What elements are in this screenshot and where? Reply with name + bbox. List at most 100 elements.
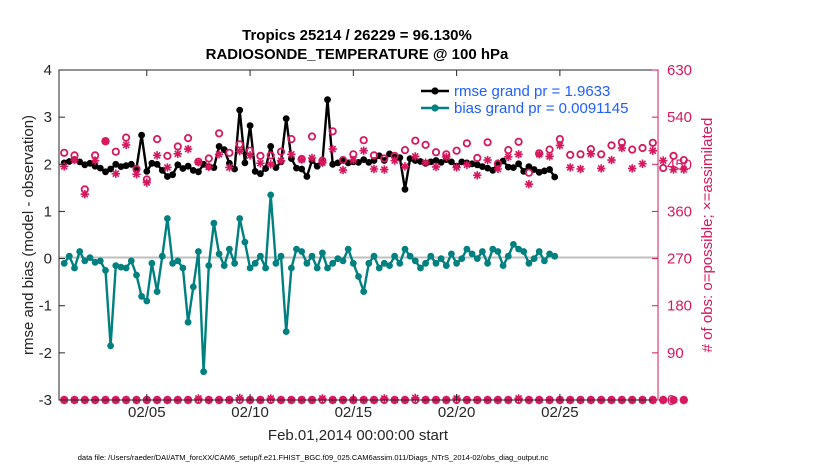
y-right-tick-label-6: 540 bbox=[667, 109, 692, 126]
bias-point-26 bbox=[195, 248, 202, 255]
rmse-point-23 bbox=[179, 165, 187, 172]
y-axis-right-ticks: 0 90 180 270 360 450 540 630 bbox=[652, 62, 692, 409]
obs-assimilated-marker-53 bbox=[607, 155, 616, 165]
obs-assimilated-marker-4 bbox=[101, 137, 110, 146]
bias-point-71 bbox=[427, 252, 435, 260]
obs-assimilated-marker-18 bbox=[245, 151, 255, 160]
rmse-point-41 bbox=[272, 164, 280, 172]
rmse-point-26 bbox=[195, 168, 202, 176]
rmse-point-72 bbox=[432, 157, 440, 164]
obs-assimilated-marker-34 bbox=[411, 152, 420, 161]
bias-point-30 bbox=[215, 250, 223, 258]
obs-assimilated-marker-30 bbox=[369, 164, 379, 174]
bias-point-39 bbox=[262, 264, 269, 272]
rmse-point-25 bbox=[189, 167, 197, 174]
obs-possible-marker-31 bbox=[380, 154, 389, 163]
bias-point-35 bbox=[241, 238, 249, 246]
rmse-point-4 bbox=[81, 161, 89, 169]
bias-point-86 bbox=[504, 252, 512, 260]
bias-point-61 bbox=[375, 264, 383, 272]
rmse-point-75 bbox=[448, 158, 455, 166]
obs-assimilated-marker-28 bbox=[349, 155, 358, 165]
bias-point-0 bbox=[60, 259, 68, 267]
rmse-point-20 bbox=[164, 173, 171, 180]
obs-assimilated-marker-20 bbox=[266, 160, 275, 169]
bias-point-52 bbox=[329, 259, 337, 267]
bias-point-93 bbox=[541, 257, 548, 265]
obs-possible-marker-33 bbox=[400, 146, 410, 155]
rmse-point-17 bbox=[148, 159, 156, 167]
obs-assimilated-marker-44 bbox=[514, 150, 523, 159]
bias-point-42 bbox=[277, 252, 285, 260]
obs-assimilated-marker-27 bbox=[338, 165, 348, 175]
y-right-tick-label-7: 630 bbox=[667, 62, 692, 79]
obs-assimilated-marker-3 bbox=[90, 156, 100, 165]
rmse-point-45 bbox=[293, 164, 300, 172]
rmse-point-81 bbox=[479, 163, 486, 171]
bias-point-46 bbox=[298, 248, 306, 255]
obs-bottom-assimilated-marker-31 bbox=[380, 394, 389, 403]
y-right-tick-label-4: 360 bbox=[667, 203, 692, 220]
rmse-point-43 bbox=[282, 115, 290, 122]
obs-bottom-assimilated-marker-44 bbox=[514, 394, 523, 403]
bias-point-81 bbox=[479, 248, 486, 255]
rmse-point-22 bbox=[174, 161, 182, 169]
bias-point-55 bbox=[344, 245, 352, 253]
rmse-point-86 bbox=[504, 163, 512, 171]
x-tick-label-3: 02/20 bbox=[438, 404, 476, 421]
obs-assimilated-marker-38 bbox=[452, 163, 461, 172]
obs-possible-marker-44 bbox=[514, 137, 523, 146]
bias-point-78 bbox=[463, 245, 471, 253]
chart-title: Tropics 25214 / 26229 = 96.130% bbox=[242, 27, 472, 44]
rmse-point-24 bbox=[184, 162, 192, 170]
rmse-point-8 bbox=[102, 168, 109, 176]
rmse-point-9 bbox=[107, 165, 114, 173]
obs-bottom-assimilated-marker-17 bbox=[235, 393, 244, 403]
obs-assimilated-marker-35 bbox=[421, 158, 430, 167]
bias-point-82 bbox=[484, 259, 491, 267]
obs-possible-marker-27 bbox=[338, 156, 348, 165]
bias-point-15 bbox=[138, 292, 146, 300]
rmse-point-7 bbox=[96, 164, 104, 172]
y-tick-label-5: 2 bbox=[44, 156, 52, 173]
bias-point-44 bbox=[288, 264, 295, 272]
y-right-tick-label-5: 450 bbox=[667, 156, 692, 173]
bias-point-58 bbox=[360, 288, 368, 295]
bias-point-5 bbox=[86, 254, 94, 261]
obs-assimilated-marker-7 bbox=[132, 170, 141, 179]
bias-point-63 bbox=[386, 262, 393, 269]
obs-bottom-assimilated-marker-13 bbox=[194, 394, 203, 403]
obs-assimilated-marker-23 bbox=[297, 155, 306, 164]
obs-assimilated-marker-36 bbox=[431, 162, 441, 172]
rmse-point-30 bbox=[215, 143, 223, 150]
obs-assimilated-marker-51 bbox=[586, 149, 596, 159]
obs-possible-marker-26 bbox=[328, 127, 337, 136]
bias-point-12 bbox=[122, 264, 130, 272]
obs-assimilated-marker-19 bbox=[256, 159, 265, 168]
obs-possible-marker-52 bbox=[597, 150, 606, 159]
obs-assimilated-marker-21 bbox=[276, 156, 286, 165]
rmse-point-11 bbox=[117, 163, 125, 171]
rmse-point-92 bbox=[535, 168, 543, 176]
y-tick-label-6: 3 bbox=[44, 109, 52, 126]
y-right-tick-label-1: 90 bbox=[667, 345, 684, 362]
bias-point-6 bbox=[91, 258, 99, 266]
obs-assimilated-marker-57 bbox=[648, 146, 658, 155]
obs-assimilated-marker-2 bbox=[80, 189, 90, 199]
obs-possible-marker-9 bbox=[153, 135, 162, 144]
y-tick-label-7: 4 bbox=[44, 62, 52, 79]
y-right-tick-label-0: 0 bbox=[667, 392, 675, 409]
obs-assimilated-marker-39 bbox=[462, 160, 472, 170]
obs-assimilated-marker-14 bbox=[204, 162, 213, 172]
bias-point-32 bbox=[226, 245, 233, 253]
obs-possible-marker-59 bbox=[669, 151, 678, 160]
obs-possible-marker-35 bbox=[421, 140, 430, 149]
bias-point-11 bbox=[117, 263, 125, 271]
y-tick-label-2: -1 bbox=[39, 298, 52, 315]
bias-point-69 bbox=[417, 264, 424, 272]
obs-assimilated-marker-12 bbox=[183, 144, 193, 154]
obs-assimilated-marker-60 bbox=[679, 165, 689, 174]
rmse-point-35 bbox=[241, 159, 249, 167]
rmse-point-88 bbox=[515, 160, 522, 168]
obs-assimilated-marker-42 bbox=[493, 164, 503, 174]
